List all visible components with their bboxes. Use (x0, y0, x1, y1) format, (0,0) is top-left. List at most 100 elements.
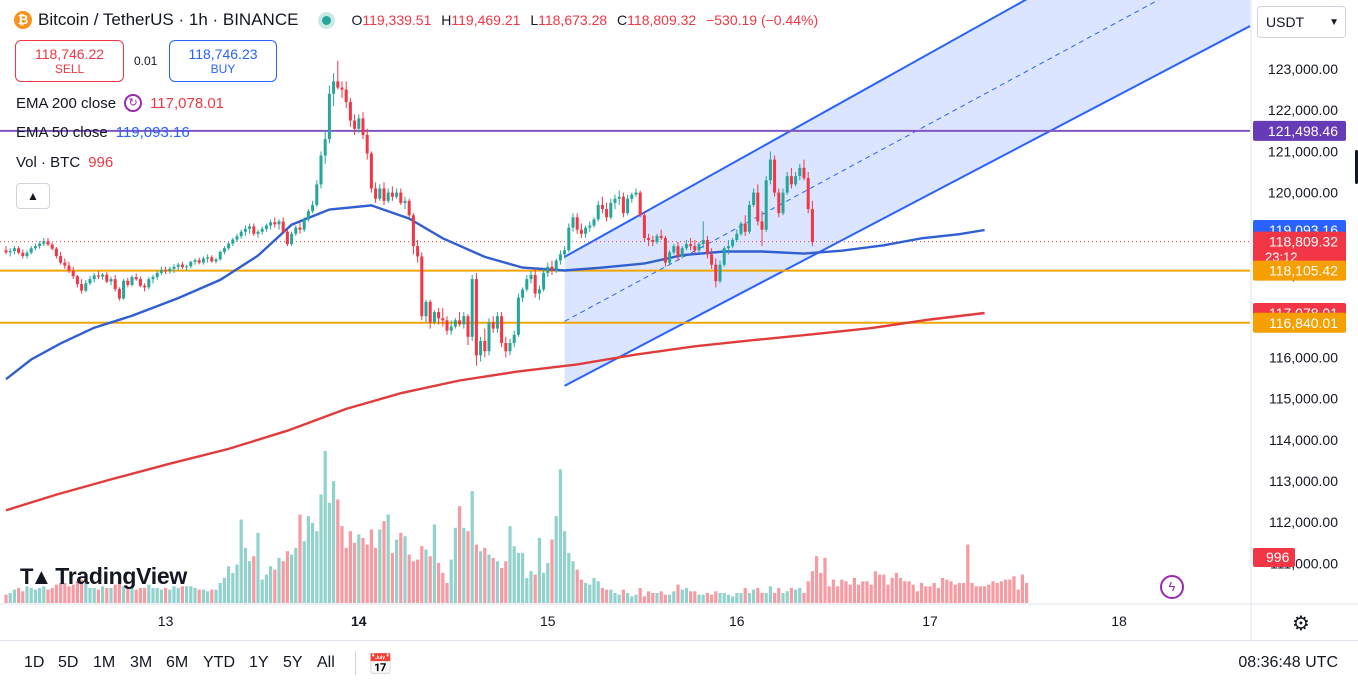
price-chart[interactable]: 123,000.00 122,000.00 121,000.00 120,000.00… (0, 0, 1358, 640)
candle-body (508, 342, 512, 352)
range-5d[interactable]: 5D (58, 654, 79, 671)
range-6m[interactable]: 6M (166, 654, 189, 671)
buy-button[interactable]: 118,746.23 BUY (169, 40, 277, 82)
volume-bar (978, 586, 982, 603)
refresh-icon[interactable]: ↻ (124, 94, 143, 112)
range-3m[interactable]: 3M (130, 654, 153, 671)
volume-bar (495, 561, 499, 603)
volume-bar (466, 531, 470, 603)
candle-body (596, 204, 600, 220)
range-5y[interactable]: 5Y (283, 654, 303, 671)
candle-body (428, 301, 432, 323)
candle-body (353, 120, 357, 129)
candle-body (462, 316, 466, 325)
settings-gear-icon[interactable]: ⚙ (1292, 613, 1310, 635)
volume-bar (33, 589, 37, 603)
volume-bar (676, 584, 680, 603)
candle-body (550, 266, 554, 271)
volume-bar (222, 577, 226, 603)
candle-body (164, 270, 168, 272)
range-ytd[interactable]: YTD (203, 654, 235, 671)
volume-bar (768, 586, 772, 603)
sell-price: 118,746.22 (34, 46, 105, 62)
volume-bar (491, 557, 495, 603)
candle-body (344, 89, 348, 102)
candle-body (109, 279, 113, 282)
volume-bar (529, 571, 533, 603)
volume-bar (558, 469, 562, 603)
candle-body (252, 226, 256, 234)
price-tag-label: 118,809.32 (1269, 234, 1338, 250)
volume-bar (647, 591, 651, 603)
candle-body (697, 244, 701, 251)
candle-body (495, 316, 499, 329)
lightning-icon[interactable]: ϟ (1160, 575, 1184, 599)
volume-bar (382, 521, 386, 603)
volume-bar (777, 587, 781, 603)
candle-body (42, 241, 46, 244)
range-1d[interactable]: 1D (24, 654, 45, 671)
scroll-handle[interactable] (1355, 150, 1358, 184)
candle-body (29, 248, 33, 253)
volume-bar (613, 592, 617, 603)
buy-price: 118,746.23 (188, 46, 258, 62)
legend-ema50[interactable]: EMA 50 close 119,093.16 (16, 124, 190, 141)
calendar-icon[interactable]: 📅 (368, 654, 393, 676)
legend-ema200[interactable]: EMA 200 close ↻ 117,078.01 (16, 94, 225, 112)
volume-bar (294, 547, 298, 603)
price-tag (1253, 120, 1346, 141)
candle-body (256, 231, 260, 234)
candle-body (88, 279, 92, 284)
range-all[interactable]: All (317, 654, 335, 671)
legend-volume[interactable]: Vol · BTC 996 (16, 154, 114, 171)
volume-bar (512, 546, 516, 603)
price-tick-label: 116,000.00 (1269, 349, 1338, 365)
time-tick-label: 14 (351, 613, 367, 629)
candle-body (185, 266, 189, 268)
volume-bar (785, 591, 789, 603)
volume-bar (323, 451, 327, 603)
volume-bar (957, 582, 961, 603)
volume-bar (987, 584, 991, 603)
candle-body (453, 320, 457, 327)
volume-bar (970, 582, 974, 603)
volume-bar (428, 556, 432, 603)
candle-body (470, 279, 474, 337)
volume-bar (878, 574, 882, 603)
range-1y[interactable]: 1Y (249, 654, 269, 671)
volume-bar (290, 554, 294, 603)
volume-bar (264, 574, 268, 603)
volume-bar (248, 561, 252, 603)
candle-body (802, 167, 806, 179)
range-1m[interactable]: 1M (93, 654, 116, 671)
candle-body (424, 301, 428, 317)
price-tick-label: 123,000.00 (1268, 61, 1338, 77)
volume-bar (764, 592, 768, 603)
candle-body (600, 204, 604, 210)
volume-bar (663, 594, 667, 603)
candle-body (369, 153, 373, 189)
volume-bar (525, 577, 529, 603)
candle-body (420, 256, 424, 317)
volume-bar (798, 587, 802, 603)
volume-bar (672, 591, 676, 603)
volume-bar (638, 587, 642, 603)
sell-button[interactable]: 118,746.22 SELL (15, 40, 124, 82)
candle-body (214, 259, 218, 262)
candle-body (416, 246, 420, 257)
candle-body (54, 248, 58, 257)
volume-bar (105, 587, 109, 603)
candle-body (298, 227, 302, 230)
volume-bar (504, 561, 508, 603)
volume-bar (122, 586, 126, 603)
volume-bar (941, 577, 945, 603)
clock[interactable]: 08:36:48 UTC (1238, 654, 1338, 671)
ohlc-readout: O119,339.51 H119,469.21 L118,673.28 C118… (351, 12, 819, 28)
chevron-up-icon[interactable]: ▲ (16, 183, 50, 209)
symbol-title[interactable]: Bitcoin / TetherUS · 1h · BINANCE (38, 10, 299, 29)
candle-body (777, 192, 781, 214)
volume-bar (470, 491, 474, 603)
candle-body (67, 265, 71, 271)
volume-bar (563, 531, 567, 603)
currency-select[interactable]: USDT ▼ (1257, 6, 1346, 38)
